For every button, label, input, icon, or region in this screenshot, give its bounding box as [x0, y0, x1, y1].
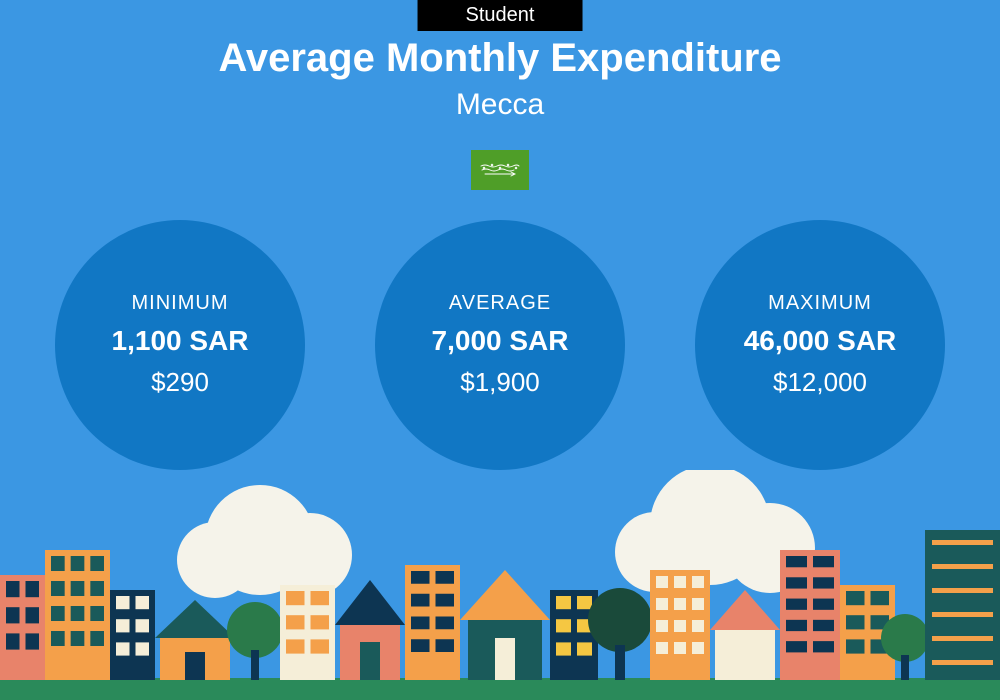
- page-subtitle: Mecca: [0, 88, 1000, 122]
- stat-secondary-value: $1,900: [460, 367, 540, 398]
- stat-primary-value: 46,000 SAR: [744, 325, 897, 357]
- stat-primary-value: 1,100 SAR: [112, 325, 249, 357]
- audience-badge: Student: [418, 0, 583, 31]
- stat-circle-minimum: MINIMUM 1,100 SAR $290: [55, 220, 305, 470]
- stat-primary-value: 7,000 SAR: [432, 325, 569, 357]
- country-flag-icon: [471, 150, 529, 190]
- stat-circle-average: AVERAGE 7,000 SAR $1,900: [375, 220, 625, 470]
- flag-script-icon: [479, 161, 521, 179]
- stat-secondary-value: $12,000: [773, 367, 867, 398]
- stats-row: MINIMUM 1,100 SAR $290 AVERAGE 7,000 SAR…: [0, 220, 1000, 470]
- stat-label: MINIMUM: [132, 292, 229, 315]
- audience-badge-label: Student: [466, 4, 535, 26]
- stat-circle-maximum: MAXIMUM 46,000 SAR $12,000: [695, 220, 945, 470]
- page-title: Average Monthly Expenditure: [0, 36, 1000, 81]
- info-card: Student Average Monthly Expenditure Mecc…: [0, 0, 1000, 700]
- stat-label: MAXIMUM: [768, 292, 872, 315]
- stat-secondary-value: $290: [151, 367, 209, 398]
- stat-label: AVERAGE: [449, 292, 551, 315]
- cityscape-illustration: [0, 470, 1000, 700]
